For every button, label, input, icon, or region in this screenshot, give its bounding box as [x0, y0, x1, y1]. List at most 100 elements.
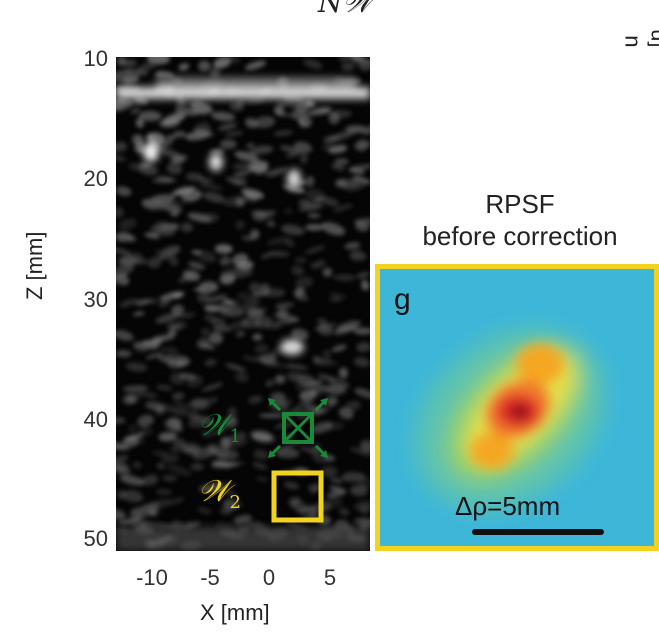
- speckle-blob: [134, 142, 146, 154]
- speckle-blob: [180, 222, 193, 233]
- speckle-blob: [116, 206, 124, 218]
- x-tick: 5: [323, 565, 337, 590]
- speckle-blob: [159, 291, 185, 301]
- speckle-blob: [128, 162, 140, 171]
- speckle-blob: [345, 125, 366, 133]
- y-axis-label: Z [mm]: [22, 231, 47, 300]
- speckle-blob: [334, 158, 349, 166]
- speckle-blob: [219, 256, 232, 266]
- window-markers: [268, 398, 328, 523]
- speckle-blob: [325, 396, 338, 405]
- speckle-blob: [185, 172, 204, 182]
- speckle-blob: [259, 353, 277, 364]
- speckle-blob: [141, 474, 159, 486]
- rpsf-panel: g Δρ=5mm: [375, 264, 659, 551]
- speckle-blob: [303, 59, 323, 69]
- speckle-blob: [156, 384, 173, 391]
- speckle-blob: [162, 112, 186, 125]
- y-tick: 40: [83, 407, 108, 432]
- speckle-blob: [198, 182, 224, 190]
- speckle-blob: [266, 221, 276, 227]
- speckle-blob: [210, 67, 221, 78]
- speckle-blob: [201, 177, 214, 184]
- speckle-blob: [301, 116, 313, 126]
- speckle-blob: [246, 307, 265, 318]
- speckle-blob: [190, 462, 205, 471]
- speckle-blob: [116, 463, 131, 475]
- x-axis-label: X [mm]: [200, 600, 270, 625]
- speckle-blob: [116, 441, 129, 451]
- speckle-blob: [173, 130, 187, 138]
- speckle-blob: [138, 110, 162, 122]
- speckle-blob: [199, 213, 220, 223]
- speckle-blob: [172, 392, 185, 400]
- speckle-blob: [116, 417, 126, 425]
- speckle-blob: [281, 224, 305, 236]
- speckle-blob: [218, 123, 237, 131]
- speckle-blob: [226, 439, 249, 448]
- speckle-blob: [320, 466, 338, 478]
- speckle-blob: [239, 299, 261, 310]
- speckle-blob: [326, 489, 347, 499]
- speckle-blob: [224, 130, 244, 137]
- speckle-blob: [307, 106, 332, 116]
- speckle-blob: [135, 298, 151, 306]
- speckle-blob: [249, 229, 260, 240]
- speckle-blob: [317, 373, 336, 382]
- speckle-blob: [322, 349, 332, 359]
- speckle-blob: [274, 302, 294, 309]
- speckle-blob: [328, 144, 348, 154]
- speckle-blob: [121, 391, 142, 405]
- speckle-blob: [285, 151, 302, 158]
- speckle-blob: [250, 430, 273, 442]
- speckle-blob: [235, 197, 245, 207]
- speckle-blob: [162, 474, 178, 482]
- speckle-blob: [148, 498, 170, 511]
- speckle-blob: [198, 60, 211, 72]
- speckle-blob: [266, 167, 288, 177]
- speckle-blob: [310, 488, 320, 494]
- speckle-blob: [125, 68, 149, 76]
- speckle-blob: [172, 154, 186, 165]
- speckle-blob: [232, 169, 253, 177]
- speckle-blob: [317, 498, 344, 509]
- speckle-blob: [279, 145, 300, 153]
- speckle-blob: [123, 257, 149, 265]
- speckle-blob: [116, 154, 126, 162]
- speckle-blob: [299, 389, 317, 401]
- speckle-blob: [273, 130, 294, 137]
- speckle-blob: [194, 128, 214, 137]
- speckle-blob: [167, 321, 188, 330]
- speckle-blob: [216, 299, 240, 313]
- speckle-blob: [122, 435, 139, 448]
- speckle-blob: [247, 395, 263, 404]
- speckle-blob: [144, 232, 160, 239]
- speckle-blob: [152, 177, 177, 184]
- speckle-blob: [125, 362, 148, 372]
- speckle-blob: [345, 400, 362, 411]
- speckle-blob: [164, 418, 183, 431]
- speckle-blob: [357, 476, 370, 488]
- speckle-blob: [329, 292, 348, 299]
- scale-bar-label: Δρ=5mm: [455, 491, 561, 521]
- speckle-blob: [197, 507, 212, 514]
- speckle-blob: [265, 288, 286, 298]
- speckle-blob: [155, 313, 180, 324]
- speckle-blob: [131, 520, 154, 529]
- speckle-blob: [127, 424, 138, 434]
- speckle-blob: [156, 70, 175, 79]
- speckle-blob: [321, 222, 346, 236]
- rpsf-title-line1: RPSF: [485, 189, 555, 219]
- rpsf-title: RPSF before correction: [380, 188, 659, 252]
- speckle-blob: [191, 446, 217, 460]
- speckle-blob: [155, 489, 173, 495]
- speckle-blob: [313, 197, 324, 202]
- y-tick: 50: [83, 526, 108, 551]
- speckle-blob: [356, 342, 370, 353]
- speckle-blob: [158, 432, 177, 442]
- speckle-blob: [344, 242, 361, 250]
- speckle-blob: [332, 325, 357, 335]
- speckle-blob: [232, 163, 253, 170]
- speckle-blob: [202, 191, 226, 203]
- speckle-blob: [166, 163, 183, 175]
